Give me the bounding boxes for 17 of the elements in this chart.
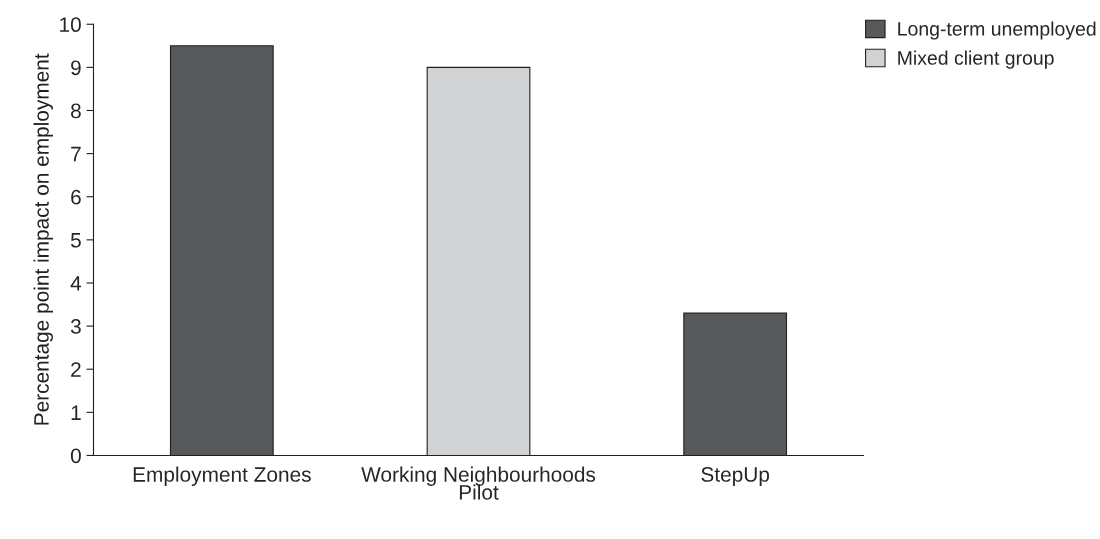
y-tick-label: 10 — [60, 17, 81, 33]
y-tick-label: 0 — [70, 448, 81, 464]
y-tick-label: 9 — [71, 60, 81, 76]
y-axis-title: Percentage point impact on employment — [33, 53, 53, 425]
y-tick-label: 8 — [71, 103, 81, 119]
legend-label: Mixed client group — [898, 50, 1054, 69]
x-tick-label: StepUp — [701, 467, 770, 486]
x-tick-label: Employment Zones — [133, 466, 311, 486]
x-tick-label: Working Neighbourhoods Pilot — [361, 466, 596, 500]
y-tick-label: 1 — [71, 405, 81, 420]
y-tick-label: 4 — [70, 276, 82, 291]
y-tick-label: 6 — [71, 189, 81, 205]
y-tick-label: 2 — [71, 362, 81, 377]
y-tick-label: 5 — [70, 233, 81, 248]
legend-label: Long-term unemployed — [898, 21, 1096, 40]
y-tick-label: 3 — [70, 319, 81, 334]
y-tick-label: 7 — [71, 146, 81, 162]
